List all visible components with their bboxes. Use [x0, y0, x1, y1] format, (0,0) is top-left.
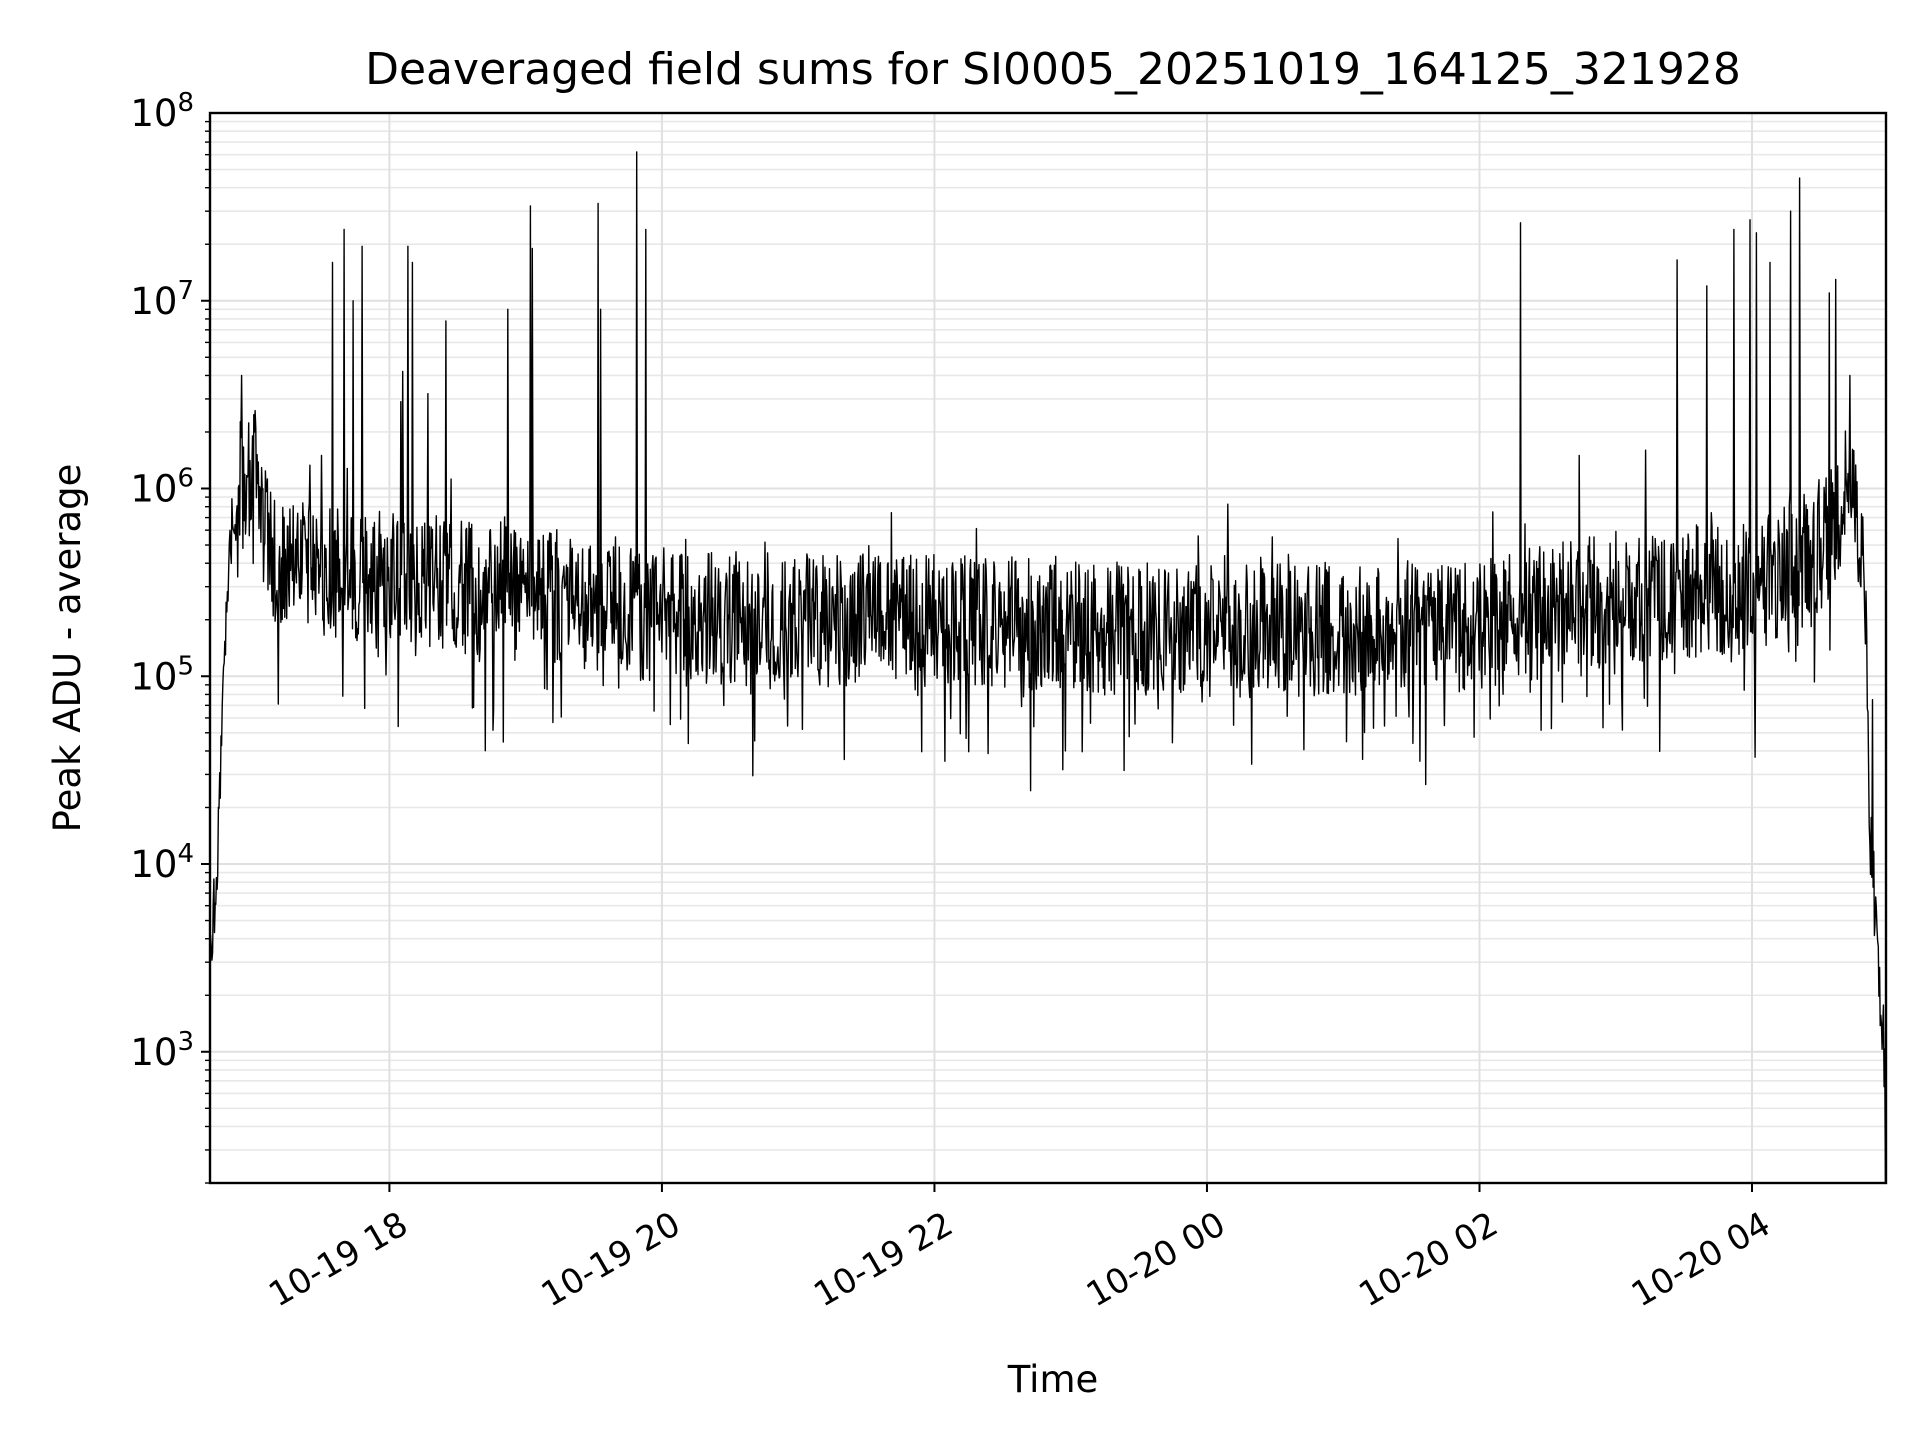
chart-title: Deaveraged field sums for SI0005_2025101…	[365, 44, 1741, 95]
y-tick-label: 104	[130, 839, 194, 886]
y-tick-label: 108	[130, 88, 194, 135]
grid-lines	[210, 113, 1886, 1184]
plot-frame	[208, 111, 1888, 1185]
y-tick-label: 103	[130, 1027, 194, 1074]
y-tick-label: 106	[130, 464, 194, 511]
y-tick-label: 107	[130, 276, 194, 323]
x-axis-label: Time	[1007, 1358, 1099, 1401]
y-tick-label: 105	[130, 651, 194, 698]
series-line	[209, 151, 1887, 1184]
y-axis-label: Peak ADU - average	[46, 464, 89, 833]
series-lines	[209, 151, 1887, 1184]
